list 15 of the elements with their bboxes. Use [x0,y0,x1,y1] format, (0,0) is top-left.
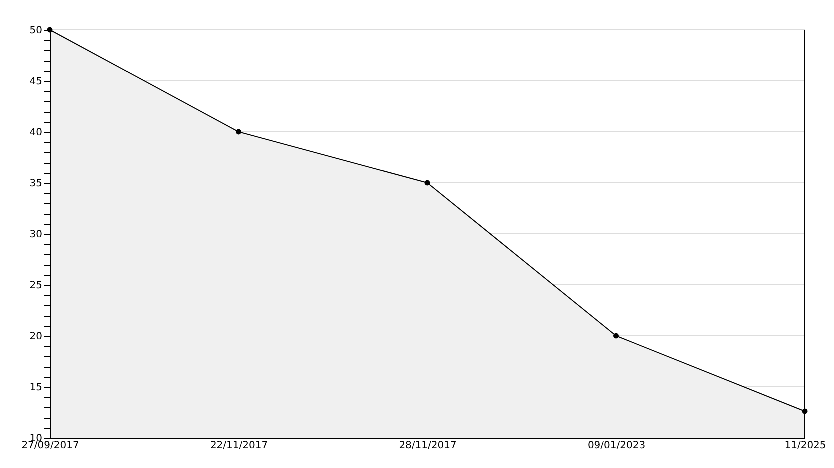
x-tick-label: 11/2025 [784,440,826,452]
y-tick-label: 50 [30,26,42,36]
x-tick-label: 09/01/2023 [588,440,646,452]
y-tick-label: 25 [30,280,42,292]
y-tick-label: 35 [30,178,42,190]
point [614,333,619,339]
x-tick-label: 22/11/2017 [210,440,268,452]
point [236,129,242,135]
y-tick-label: 15 [30,382,42,394]
y-tick-label: 30 [30,230,42,240]
y-tick-label: 45 [30,76,42,88]
point [424,180,430,186]
y-tick-label: 20 [30,332,42,342]
x-tick-label: 28/11/2017 [399,440,457,452]
y-tick-label: 40 [30,128,42,138]
